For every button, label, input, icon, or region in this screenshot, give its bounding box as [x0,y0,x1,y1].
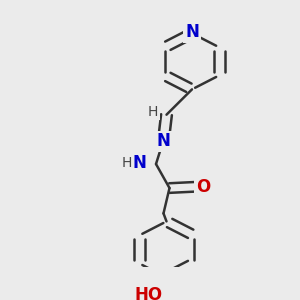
Text: O: O [196,178,210,196]
Text: N: N [133,154,146,172]
Text: HO: HO [134,286,163,300]
Text: H: H [148,105,158,119]
Text: N: N [185,23,199,41]
Text: H: H [122,156,132,170]
Text: N: N [157,132,170,150]
